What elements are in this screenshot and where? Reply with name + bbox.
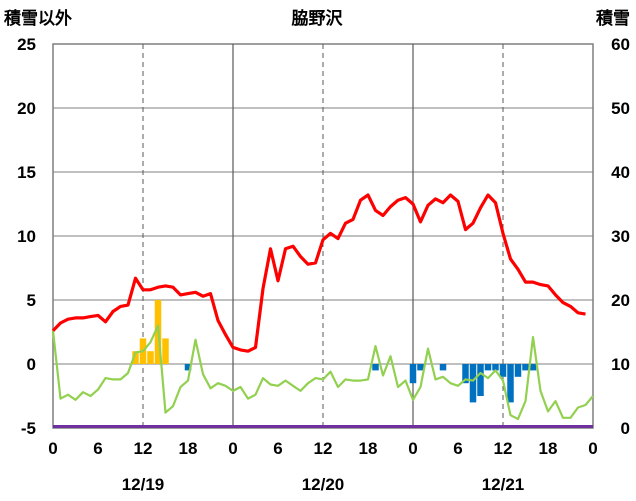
x-tick-label: 0 — [48, 439, 57, 458]
x-tick-label: 6 — [273, 439, 282, 458]
right-tick-label: 20 — [611, 291, 630, 310]
snowfall-bar — [462, 364, 469, 384]
date-label: 12/21 — [482, 475, 525, 494]
snowfall-bar — [162, 338, 169, 364]
snowfall-bar — [372, 364, 379, 371]
right-axis-title: 積雪 — [596, 8, 630, 29]
x-tick-label: 0 — [588, 439, 597, 458]
snowfall-bar — [469, 364, 477, 403]
left-tick-label: 25 — [17, 35, 36, 54]
left-tick-labels: 25 20 15 10 5 0 -5 — [17, 35, 36, 438]
snowfall-bar — [184, 364, 192, 371]
date-label: 12/20 — [302, 475, 345, 494]
snowfall-bar — [529, 364, 537, 371]
snowfall-bar — [147, 351, 154, 364]
snowfall-bar — [514, 364, 522, 377]
x-tick-label: 12 — [494, 439, 513, 458]
snowfall-bar — [507, 364, 514, 403]
x-tick-label: 6 — [453, 439, 462, 458]
left-tick-label: -5 — [21, 419, 36, 438]
x-tick-labels: 0 6 12 18 0 6 12 18 0 6 12 18 0 — [48, 439, 597, 458]
right-tick-label: 10 — [611, 355, 630, 374]
snowfall-bar — [492, 364, 499, 371]
right-tick-label: 0 — [621, 419, 630, 438]
snowfall-bar — [439, 364, 447, 371]
left-tick-label: 20 — [17, 99, 36, 118]
left-tick-label: 0 — [27, 355, 36, 374]
snowfall-bar — [484, 364, 492, 371]
snowfall-bar — [499, 364, 507, 377]
left-tick-label: 10 — [17, 227, 36, 246]
chart-title: 脇野沢 — [292, 8, 344, 29]
snowfall-bar — [409, 364, 417, 384]
right-tick-label: 40 — [611, 163, 630, 182]
left-tick-label: 15 — [17, 163, 36, 182]
left-tick-label: 5 — [27, 291, 36, 310]
x-tick-label: 18 — [359, 439, 378, 458]
x-tick-label: 12 — [314, 439, 333, 458]
snowfall-bar — [417, 364, 424, 371]
left-axis-title: 積雪以外 — [4, 8, 72, 29]
right-tick-label: 30 — [611, 227, 630, 246]
right-tick-label: 60 — [611, 35, 630, 54]
red-series-line — [51, 193, 586, 353]
date-labels: 12/19 12/20 12/21 — [122, 475, 525, 494]
x-tick-label: 18 — [179, 439, 198, 458]
date-label: 12/19 — [122, 475, 165, 494]
right-tick-label: 50 — [611, 99, 630, 118]
x-tick-label: 0 — [408, 439, 417, 458]
x-tick-label: 0 — [228, 439, 237, 458]
right-tick-labels: 60 50 40 30 20 10 0 — [611, 35, 630, 438]
x-tick-label: 6 — [93, 439, 102, 458]
snowfall-bar — [132, 351, 139, 364]
x-tick-label: 18 — [539, 439, 558, 458]
x-tick-label: 12 — [134, 439, 153, 458]
series-lines — [51, 193, 594, 428]
snowfall-bar — [522, 364, 529, 371]
snowfall-bar — [477, 364, 484, 396]
green-series-line — [51, 324, 594, 421]
